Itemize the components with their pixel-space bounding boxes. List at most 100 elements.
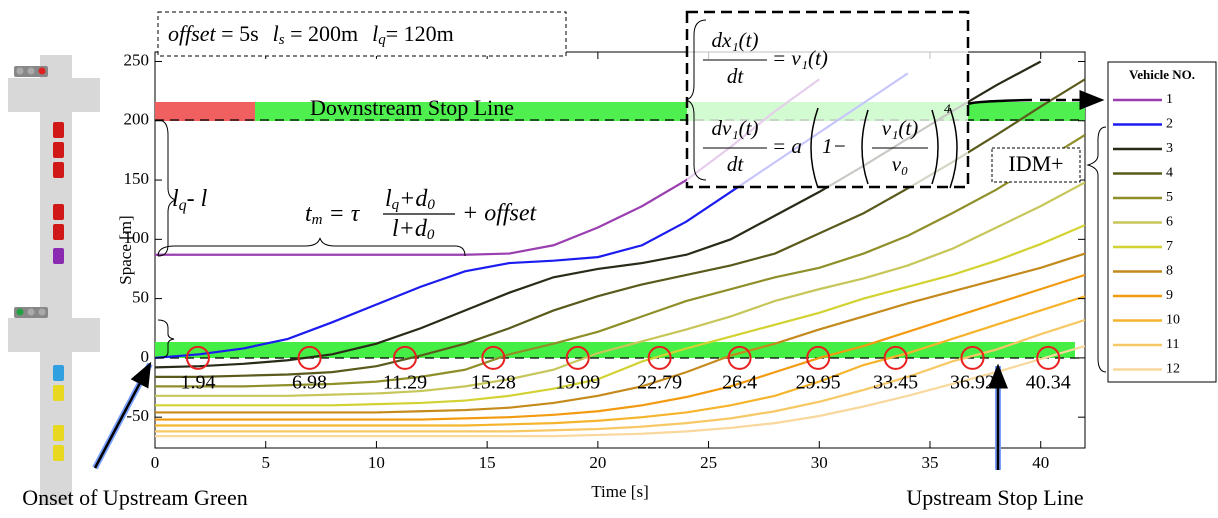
legend-label: 9 <box>1166 288 1173 303</box>
crossing-marker <box>727 345 752 370</box>
car <box>53 365 64 381</box>
svg-text:l+d0: l+d0 <box>392 216 435 244</box>
x-tick-label: 20 <box>589 453 606 472</box>
brace <box>157 119 177 257</box>
x-tick-label: 35 <box>922 453 939 472</box>
svg-text:= v₁(t): = v₁(t) <box>772 46 828 70</box>
crossing-marker <box>185 345 210 370</box>
annotation: Upstream Stop Line <box>906 485 1083 510</box>
x-tick-label: 10 <box>368 453 385 472</box>
crossing-label: 15.28 <box>471 371 516 393</box>
trajectory-line <box>155 295 1085 427</box>
y-tick-label: 250 <box>124 50 150 69</box>
road <box>8 318 100 352</box>
crossing-label: 11.29 <box>383 371 427 393</box>
equations: dx₁(t) dt = v₁(t) dv₁(t) dt = a 1− v₁(t)… <box>703 28 958 189</box>
crossing-marker <box>883 345 908 370</box>
car <box>53 445 64 461</box>
svg-text:v₁(t): v₁(t) <box>882 116 918 140</box>
legend-title: Vehicle NO. <box>1129 67 1195 82</box>
crossing-marker <box>392 345 417 370</box>
y-tick-label: 50 <box>132 288 149 307</box>
y-tick-label: -50 <box>126 406 149 425</box>
x-tick-label: 30 <box>811 453 828 472</box>
crossing-label: 26.4 <box>722 371 757 393</box>
svg-text:v₀: v₀ <box>892 152 909 176</box>
equation-box <box>685 10 970 189</box>
legend-label: 8 <box>1166 264 1173 279</box>
intersection-illustration <box>8 55 100 505</box>
road <box>8 78 100 112</box>
svg-text:dt: dt <box>727 152 745 176</box>
legend-label: 10 <box>1166 313 1180 328</box>
arrow <box>967 98 1033 106</box>
crossing-label: 29.95 <box>796 371 841 393</box>
trajectory-line <box>155 252 1085 414</box>
crossing-label: 36.92 <box>950 371 995 393</box>
svg-text:dt: dt <box>727 64 745 88</box>
x-axis-label: Time [s] <box>591 482 648 501</box>
y-axis-label: Space [m] <box>116 215 135 284</box>
svg-text:dx₁(t): dx₁(t) <box>712 28 759 52</box>
crossing-marker <box>297 345 322 370</box>
crossing-label: 19.09 <box>555 371 600 393</box>
legend-label: 12 <box>1166 362 1180 377</box>
trajectory-line <box>155 318 1085 433</box>
crossing-label: 22.79 <box>637 371 682 393</box>
x-tick-label: 15 <box>479 453 496 472</box>
crossing-marker <box>647 345 672 370</box>
crossing-label: 1.94 <box>180 371 215 393</box>
legend-label: 4 <box>1166 166 1173 181</box>
legend-label: 5 <box>1166 190 1173 205</box>
crossing-marker <box>565 345 590 370</box>
model-box <box>991 147 1081 183</box>
car <box>53 385 64 401</box>
param-text: offset = 5s ls = 200m lq= 120m <box>168 21 454 48</box>
brace <box>1086 126 1107 373</box>
svg-text:1−: 1− <box>822 134 847 158</box>
crossing-label: 6.98 <box>292 371 327 393</box>
axes: 0 5 10 15 20 25 30 35 40 -50 0 50 100 150 200 250 <box>124 50 1085 472</box>
annotation: IDM+ <box>1008 151 1063 176</box>
legend-label: 7 <box>1166 239 1173 254</box>
trajectory-line <box>155 224 1085 407</box>
crossing-marker <box>481 345 506 370</box>
svg-text:dv₁(t): dv₁(t) <box>712 116 759 140</box>
x-tick-label: 25 <box>700 453 717 472</box>
annotation: lq- l <box>172 186 208 214</box>
annotation: Downstream Stop Line <box>310 95 514 120</box>
svg-text:tm = τ: tm = τ <box>305 201 361 229</box>
legend-label: 11 <box>1166 337 1179 352</box>
car <box>53 425 64 441</box>
legend-label: 6 <box>1166 215 1173 230</box>
upstream-green-band <box>155 342 1075 358</box>
trajectory-line <box>155 273 1085 421</box>
crossing-marker <box>960 345 985 370</box>
red-phase-band <box>155 102 255 121</box>
y-tick-label: 200 <box>124 110 150 129</box>
car <box>53 248 64 264</box>
x-tick-label: 40 <box>1032 453 1049 472</box>
svg-text:= a: = a <box>772 134 802 158</box>
queued-cars <box>53 122 64 240</box>
tm-formula: tm = τ lq+d0 l+d0 + offset <box>305 186 538 244</box>
y-tick-label: 100 <box>124 228 150 247</box>
y-tick-label: 0 <box>141 347 150 366</box>
brace <box>685 19 707 181</box>
trajectory-line <box>155 344 1085 438</box>
trajectory-line <box>155 181 1085 397</box>
param-box <box>157 11 567 57</box>
x-tick-label: 5 <box>261 453 270 472</box>
crossing-label: 33.45 <box>873 371 918 393</box>
legend-label: 2 <box>1166 117 1173 132</box>
svg-text:lq+d0: lq+d0 <box>385 186 435 214</box>
svg-text:+ offset: + offset <box>462 201 538 227</box>
y-tick-label: 150 <box>124 169 150 188</box>
brace <box>157 237 466 257</box>
crossing-marker <box>1036 345 1061 370</box>
crossing-label: 40.34 <box>1026 371 1071 393</box>
arrow <box>93 361 152 469</box>
